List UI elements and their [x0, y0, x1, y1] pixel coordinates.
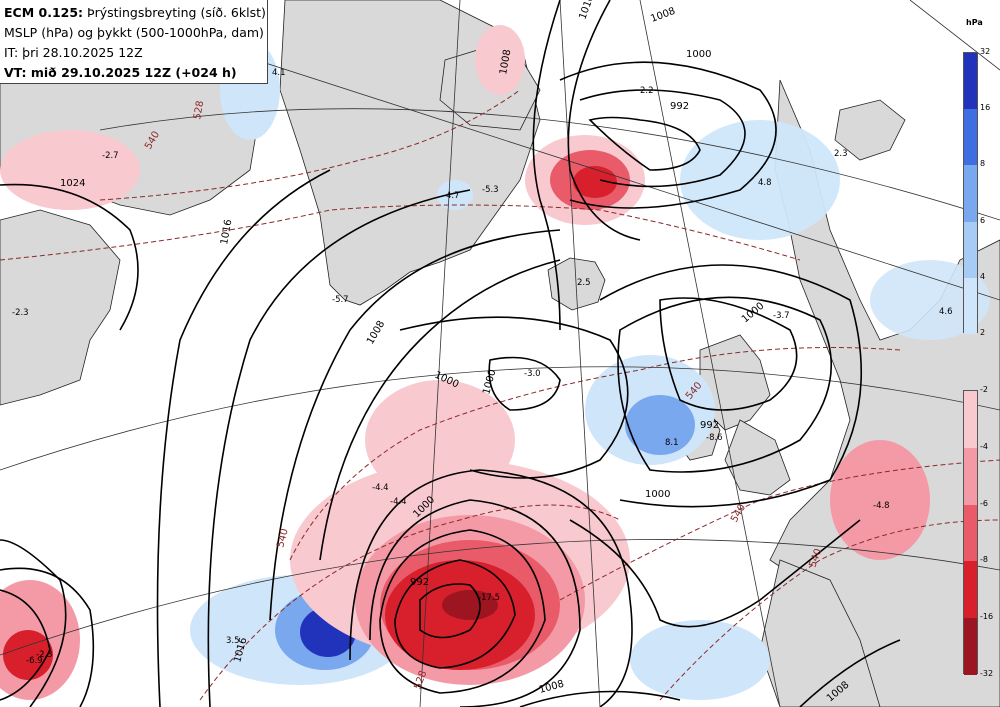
change-label-19: 3.5	[226, 636, 240, 646]
colorbar-negative-tick: -6	[980, 498, 988, 508]
product-name: Þrýstingsbreyting (síð. 6klst)	[83, 5, 266, 20]
colorbar-positive-tick: 4	[980, 271, 986, 281]
colorbar-positive	[963, 52, 978, 334]
change-area-red-storm-core	[442, 590, 498, 620]
colorbar-positive-tick: 8	[980, 159, 986, 169]
model-line: ECM 0.125: Þrýstingsbreyting (síð. 6klst…	[4, 3, 267, 23]
change-label-10: 2.3	[834, 149, 848, 159]
change-label-9: 4.6	[939, 307, 953, 317]
colorbar-negative-segment	[964, 504, 977, 562]
change-label-16: -4.4	[390, 497, 407, 507]
isobar-label-992-uk: 992	[700, 420, 719, 431]
legend-unit: hPa	[966, 18, 983, 27]
thickness-label-540-b: 540	[275, 527, 291, 548]
change-label-18: -4.8	[873, 501, 890, 511]
change-label-2: -2.7	[102, 151, 119, 161]
thickness-contours	[0, 89, 1000, 701]
thickness-label-528: 528	[192, 100, 206, 121]
colorbar-negative-tick: -16	[980, 612, 994, 622]
colorbar-negative-tick: -32	[980, 669, 994, 678]
colorbar-negative-tick: -8	[980, 555, 988, 565]
change-label-13: 8.1	[665, 438, 679, 448]
colorbar-positive-segment	[964, 53, 977, 110]
isobar-label-1008-iceland: 1008	[365, 319, 387, 347]
colorbar-negative-tick: -2	[980, 385, 988, 394]
fields-line: MSLP (hPa) og þykkt (500-1000hPa, dam)	[4, 25, 264, 40]
colorbar-positive-tick: 16	[980, 103, 991, 113]
change-label-22: 4.1	[272, 68, 286, 78]
colorbar-negative-tick: -4	[980, 441, 988, 451]
change-area-blue-scandinavia	[870, 260, 990, 340]
change-area-blue-greenland	[437, 180, 473, 210]
thickness-label-540-c: 540	[729, 502, 748, 524]
change-area-blue-uk-west-core	[625, 395, 695, 455]
change-area-red-canada	[0, 130, 140, 210]
isobar-label-1008-greenland: 1008	[498, 49, 513, 76]
info-box: ECM 0.125: Þrýstingsbreyting (síð. 6klst…	[0, 0, 268, 84]
isobar-label-1000-mid: 1000	[481, 368, 498, 395]
isobar-label-1016: 1016	[577, 0, 596, 21]
change-label-4: -5.3	[482, 185, 499, 195]
change-label-15: -4.4	[372, 483, 389, 493]
colorbar-negative-segment	[964, 561, 977, 619]
change-area-red-europe	[830, 440, 930, 560]
isobar-label-1008: 1008	[649, 6, 677, 25]
colorbar-positive-segment	[964, 221, 977, 278]
iceland	[547, 257, 606, 311]
isobar-label-1000-east: 1000	[645, 489, 670, 500]
colorbar-positive-segment	[964, 109, 977, 166]
change-area-blue-southeast	[630, 620, 770, 700]
isobars	[0, 0, 901, 707]
uk-south	[724, 419, 791, 496]
colorbar-positive-segment	[964, 277, 977, 334]
isobar-label-992-storm: 992	[410, 577, 429, 588]
change-label-11: 4.8	[758, 178, 772, 188]
change-label-20: -6.9	[26, 656, 43, 666]
isobar-label-1008-south: 1008	[538, 679, 565, 696]
change-label-1: -2.3	[12, 308, 29, 318]
change-label-12: 2.2	[640, 86, 654, 96]
change-label-21: -2.3	[36, 650, 53, 660]
isobar-label-1024: 1024	[60, 178, 85, 189]
change-label-5: -5.7	[332, 295, 349, 305]
colorbar-negative-segment	[964, 447, 977, 505]
colorbar-positive-tick: 2	[980, 328, 986, 337]
isobar-label-1000: 1000	[686, 49, 711, 60]
colorbar-positive-tick: 6	[980, 215, 986, 225]
valid-time: VT: mið 29.10.2025 12Z (+024 h)	[4, 65, 237, 80]
change-label-6: 2.5	[577, 278, 591, 288]
model-name: ECM 0.125:	[4, 5, 84, 20]
change-label-3: 4.7	[446, 191, 460, 201]
change-label-7: -3.0	[524, 369, 541, 379]
colorbar-positive-segment	[964, 165, 977, 222]
isobar-label-1000-uk: 1000	[740, 301, 767, 326]
change-label-8: -3.7	[773, 311, 790, 321]
colorbar-negative-segment	[964, 618, 977, 675]
change-label-17: -17.5	[478, 593, 500, 603]
isobar-label-992: 992	[670, 101, 689, 112]
colorbar-negative	[963, 390, 978, 675]
init-time: IT: þri 28.10.2025 12Z	[4, 45, 143, 60]
change-label-14: -8.6	[706, 433, 723, 443]
colorbar-negative-segment	[964, 391, 977, 448]
change-area-red-iceland-north-peak	[573, 166, 617, 198]
labrador	[0, 209, 121, 406]
svalbard	[834, 99, 906, 161]
colorbar-positive-tick: 32	[980, 47, 991, 56]
isobar-label-1016-labrador: 1016	[219, 219, 234, 246]
change-area-red-greenland	[475, 25, 525, 95]
